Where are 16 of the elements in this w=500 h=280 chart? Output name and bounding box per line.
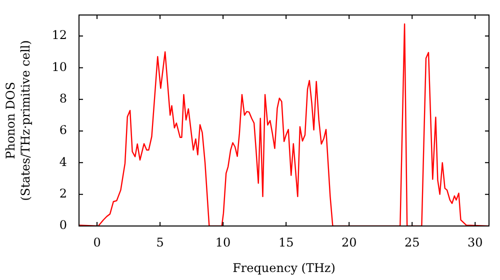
y-tick-label: 8 [59, 91, 67, 106]
y-tick-label: 2 [59, 186, 67, 200]
y-tick-label: 10 [52, 60, 67, 74]
x-tick-label: 20 [341, 235, 357, 250]
y-tick-label: 12 [52, 28, 67, 42]
x-tick-label: 15 [278, 235, 294, 250]
x-tick-label: 10 [215, 235, 231, 250]
x-tick-label: 25 [404, 235, 420, 250]
y-axis-title: Phonon DOS (States/THz·primitive cell) [4, 40, 33, 201]
x-tick-label: 30 [467, 235, 483, 250]
y-tick-label: 6 [59, 123, 67, 138]
y-tick-label: 0 [59, 218, 67, 232]
x-tick-label: 0 [93, 235, 101, 250]
x-tick-label: 5 [156, 235, 164, 250]
y-tick-label: 4 [59, 154, 68, 169]
x-axis-title: Frequency (THz) [232, 260, 336, 275]
